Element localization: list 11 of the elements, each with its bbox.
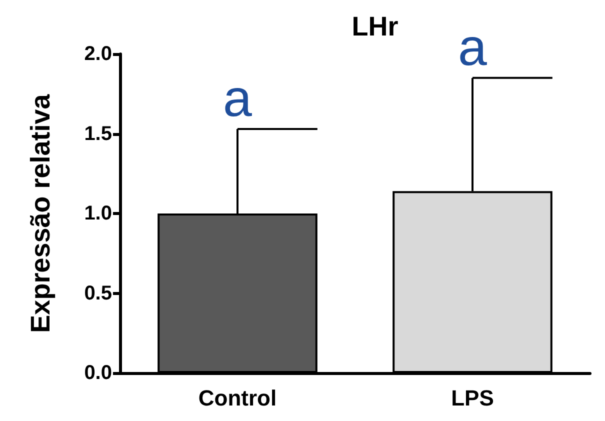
annotation: a [223, 70, 252, 128]
y-tick-label: 0.5 [84, 282, 112, 304]
y-tick-label: 1.0 [84, 202, 112, 224]
y-tick-label: 1.5 [84, 122, 112, 145]
x-tick-label: LPS [451, 386, 494, 410]
y-axis-title: Expressão relativa [26, 93, 56, 333]
y-tick-label: 2.0 [84, 43, 112, 65]
y-tick-label: 0.0 [84, 362, 112, 384]
x-tick-label: Control [198, 386, 277, 410]
annotation: a [458, 18, 488, 77]
chart-title: LHr [352, 12, 399, 42]
